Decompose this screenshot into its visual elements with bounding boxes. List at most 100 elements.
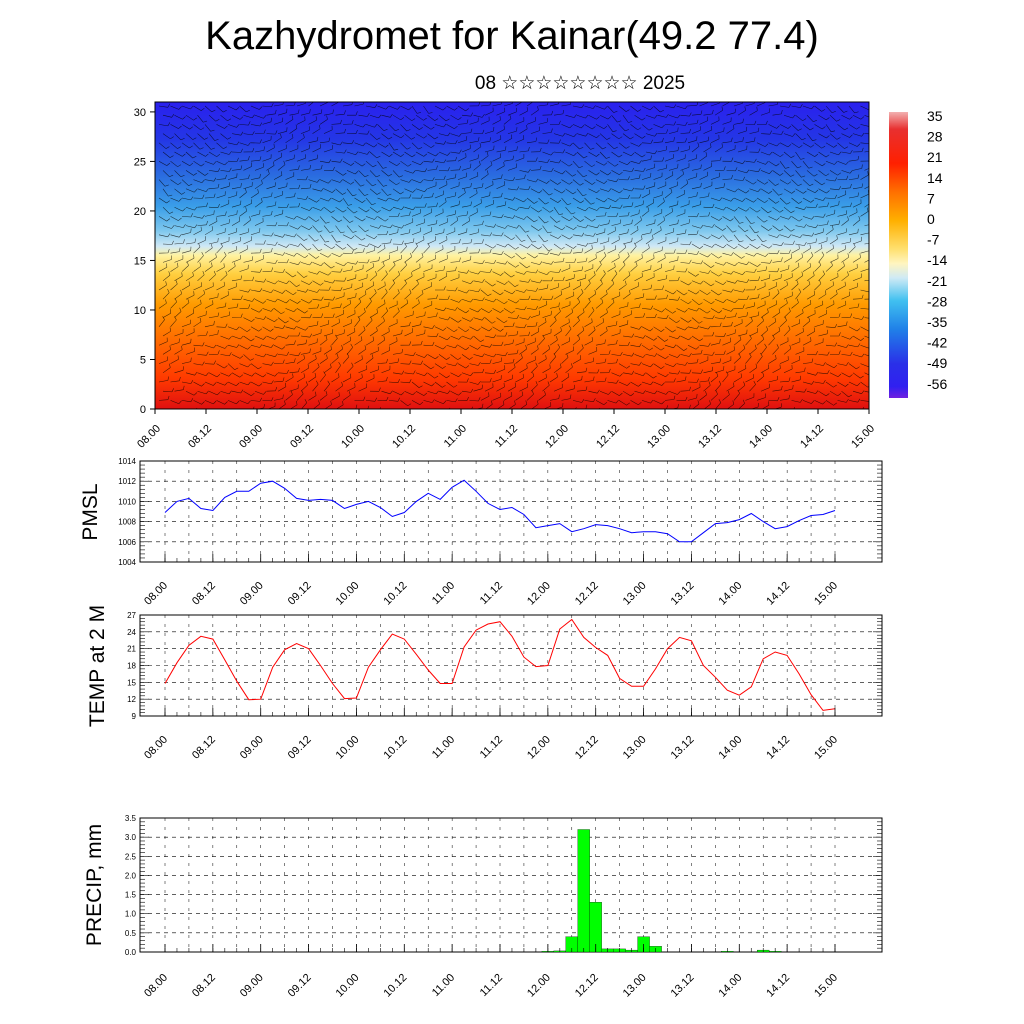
temp-xtick-label: 08.12 xyxy=(190,734,218,762)
temp-ytick-label: 15 xyxy=(127,678,136,687)
temp-xtick-label: 14.00 xyxy=(716,734,744,762)
colorbar-label: 35 xyxy=(927,108,943,124)
colorbar-label: 28 xyxy=(927,129,943,145)
temp-ytick-label: 27 xyxy=(127,611,136,620)
pmsl-xtick-label: 12.12 xyxy=(573,580,601,608)
heatmap-ytick-label: 20 xyxy=(134,206,146,218)
heatmap-xtick-label: 14.12 xyxy=(798,423,826,451)
pmsl-xtick-label: 12.00 xyxy=(525,580,553,608)
precip-xtick-label: 13.12 xyxy=(669,972,697,1000)
pmsl-xtick-label: 11.12 xyxy=(478,580,505,607)
precip-bar xyxy=(577,829,590,953)
colorbar-scale xyxy=(889,112,908,398)
pmsl-xtick-label: 08.12 xyxy=(190,580,218,608)
colorbar-label: -7 xyxy=(927,232,940,248)
colorbar-label: 21 xyxy=(927,149,943,165)
precip-xtick-label: 10.12 xyxy=(381,972,409,1000)
temp-ylabel: TEMP at 2 M xyxy=(86,605,109,727)
precip-xtick-label: 11.00 xyxy=(430,972,457,999)
heatmap-panel: 0 5 10 15 20 25 30 08.00 08.12 09.00 09.12 10.00 10… xyxy=(134,101,877,451)
colorbar-label: -56 xyxy=(927,376,947,392)
precip-xtick-label: 13.00 xyxy=(621,972,649,1000)
temp-series-line xyxy=(164,618,836,711)
heatmap-ytick-label: 10 xyxy=(134,305,146,317)
precip-frame xyxy=(139,817,883,953)
temp-xtick-label: 11.00 xyxy=(430,734,457,761)
heatmap-ytick-label: 15 xyxy=(134,255,146,267)
heatmap-xtick-label: 15.00 xyxy=(849,423,877,451)
pmsl-ytick-label: 1004 xyxy=(118,558,136,567)
pmsl-xtick-label: 14.12 xyxy=(764,580,792,608)
pmsl-ylabel: PMSL xyxy=(79,483,102,540)
heatmap-xtick-label: 12.00 xyxy=(543,423,571,451)
colorbar: 35 28 21 14 7 0 -7 -14 -21 -28 -35 -42 -49 -56 xyxy=(889,108,947,398)
pmsl-series-line xyxy=(164,479,836,543)
pmsl-xtick-label: 09.00 xyxy=(238,580,266,608)
heatmap-xtick-label: 08.00 xyxy=(135,423,163,451)
temp-xtick-label: 14.12 xyxy=(764,734,792,762)
pmsl-ytick-label: 1006 xyxy=(118,538,136,547)
pmsl-ytick-label: 1012 xyxy=(118,477,136,486)
heatmap-ytick-label: 5 xyxy=(140,354,146,366)
heatmap-ytick-label: 0 xyxy=(140,404,146,416)
page-subtitle: 08 ☆☆☆☆☆☆☆☆ 2025 xyxy=(474,73,686,94)
temp-xtick-label: 12.00 xyxy=(525,734,553,762)
precip-xtick-label: 15.00 xyxy=(812,972,840,1000)
pmsl-ytick-label: 1010 xyxy=(118,497,136,506)
precip-ytick-label: 3.5 xyxy=(125,814,137,823)
pmsl-xtick-label: 14.00 xyxy=(716,580,744,608)
pmsl-xtick-label: 10.00 xyxy=(334,580,362,608)
temp-xtick-label: 09.00 xyxy=(238,734,266,762)
pmsl-xtick-label: 11.00 xyxy=(430,580,457,607)
colorbar-label: 7 xyxy=(927,190,935,206)
precip-xtick-label: 14.12 xyxy=(764,972,792,1000)
temp-ytick-label: 21 xyxy=(127,645,136,654)
heatmap-xtick-label: 09.00 xyxy=(237,423,265,451)
wind-barb-field xyxy=(158,102,869,409)
heatmap-xtick-label: 11.12 xyxy=(493,423,520,450)
pmsl-frame xyxy=(139,460,883,563)
wind-barbs xyxy=(158,102,869,409)
temp-xtick-label: 12.12 xyxy=(573,734,601,762)
precip-xtick-label: 08.12 xyxy=(190,972,218,1000)
precip-ytick-label: 0.5 xyxy=(125,929,137,938)
pmsl-panel: 1004 1006 1008 1010 1012 1014 08.00 08.12 09.00… xyxy=(79,457,883,608)
precip-xtick-label: 10.00 xyxy=(334,972,362,1000)
pmsl-xtick-label: 09.12 xyxy=(286,580,314,608)
temp-xtick-label: 09.12 xyxy=(286,734,314,762)
temp-panel: 9 12 15 18 21 24 27 08.00 08.12 09.00 09.12 10.00 1… xyxy=(86,605,883,762)
precip-ylabel: PRECIP, mm xyxy=(83,824,106,946)
pmsl-xtick-label: 13.00 xyxy=(621,580,649,608)
pmsl-ytick-label: 1014 xyxy=(118,457,136,466)
heatmap-xtick-label: 14.00 xyxy=(747,423,775,451)
colorbar-label: -21 xyxy=(927,273,947,289)
pmsl-ytick-label: 1008 xyxy=(118,518,136,527)
heatmap-xtick-label: 11.00 xyxy=(442,423,469,450)
temp-ytick-label: 9 xyxy=(132,712,137,721)
colorbar-label: -35 xyxy=(927,314,947,330)
heatmap-xtick-label: 08.12 xyxy=(186,423,214,451)
temp-xtick-label: 15.00 xyxy=(812,734,840,762)
precip-xtick-label: 08.00 xyxy=(142,972,170,1000)
heatmap-ytick-label: 30 xyxy=(134,107,146,119)
precip-ytick-label: 3.0 xyxy=(125,833,137,842)
pmsl-xtick-label: 15.00 xyxy=(812,580,840,608)
heatmap-xtick-label: 12.12 xyxy=(594,423,622,451)
precip-xtick-label: 11.12 xyxy=(478,972,505,999)
precip-xtick-label: 12.00 xyxy=(525,972,553,1000)
heatmap-ytick-label: 25 xyxy=(134,156,146,168)
temp-xtick-label: 10.00 xyxy=(334,734,362,762)
temp-ytick-label: 24 xyxy=(127,628,136,637)
precip-xtick-label: 09.12 xyxy=(286,972,314,1000)
heatmap-xtick-label: 13.00 xyxy=(645,423,673,451)
temp-xtick-label: 13.00 xyxy=(621,734,649,762)
precip-ytick-label: 0.0 xyxy=(125,948,137,957)
heatmap-xtick-label: 10.00 xyxy=(339,423,367,451)
precip-ytick-label: 1.0 xyxy=(125,910,137,919)
temp-xtick-label: 10.12 xyxy=(381,734,409,762)
temp-ytick-label: 18 xyxy=(127,662,136,671)
precip-ytick-label: 2.5 xyxy=(125,852,137,861)
page-title: Kazhydromet for Kainar(49.2 77.4) xyxy=(205,14,819,58)
precip-xtick-label: 09.00 xyxy=(238,972,266,1000)
